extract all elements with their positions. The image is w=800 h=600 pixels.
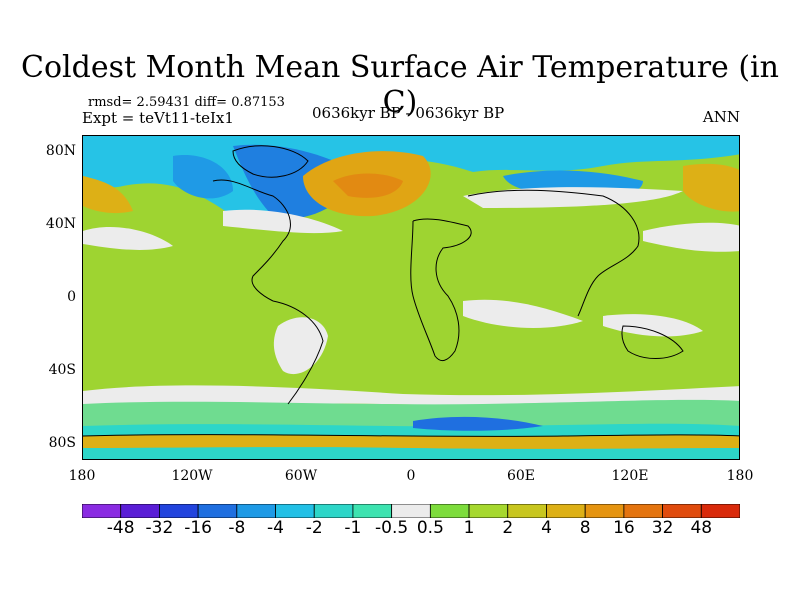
colorbar-swatch [197,504,238,518]
chart-title: Coldest Month Mean Surface Air Temperatu… [21,50,779,120]
lat-label-40n: 40N [45,216,76,232]
colorbar-label: -0.5 [375,518,409,538]
lon-label-120e: 120E [611,468,649,484]
colorbar-swatch [546,504,586,518]
experiment-label: Expt = teVt11-teIx1 [82,109,234,127]
lat-label-80n: 80N [45,143,76,159]
colorbar-label: 2 [502,518,514,538]
colorbar-label: 1 [463,518,475,538]
lon-label-60e: 60E [506,468,536,484]
lon-label-0: 0 [406,468,416,484]
lat-label-40s: 40S [48,362,76,378]
lon-label-180w: 180 [68,468,96,484]
colorbar-label: -16 [184,518,212,538]
period-label: 0636kyr BP - 0636kyr BP [312,104,505,122]
colorbar [82,504,740,518]
colorbar-label: -48 [106,518,135,538]
colorbar-swatch [82,504,122,518]
colorbar-label: 0.5 [416,518,444,538]
map-field [83,136,739,459]
colorbar-swatch [468,504,509,518]
colorbar-label: 16 [613,518,635,538]
colorbar-swatch [352,504,393,518]
colorbar-label: -4 [267,518,284,538]
colorbar-swatch [275,504,315,518]
lon-label-120w: 120W [171,468,213,484]
colorbar-swatch [662,504,702,518]
season-label: ANN [702,108,740,126]
colorbar-label: -32 [145,518,174,538]
lat-label-80s: 80S [48,435,76,451]
temperature-map [82,135,740,460]
lon-label-180e: 180 [726,468,754,484]
colorbar-label: 4 [541,518,552,538]
lat-label-0: 0 [67,289,76,305]
colorbar-label: -1 [344,518,362,538]
colorbar-label: 32 [651,518,674,538]
colorbar-label: -8 [228,518,246,538]
colorbar-swatch [236,504,276,518]
colorbar-swatch [700,504,740,518]
colorbar-label: 8 [579,518,591,538]
colorbar-swatch [159,504,199,518]
stats-text: rmsd= 2.59431 diff= 0.87153 [88,95,285,110]
colorbar-label: 48 [690,518,713,538]
colorbar-swatch [584,504,625,518]
colorbar-swatch [507,504,547,518]
colorbar-swatch [120,504,160,518]
colorbar-label: -2 [305,518,323,538]
colorbar-swatch [623,504,663,518]
colorbar-swatch [313,504,354,518]
colorbar-swatch [429,504,470,518]
colorbar-swatch [391,504,431,518]
lon-label-60w: 60W [284,468,318,484]
